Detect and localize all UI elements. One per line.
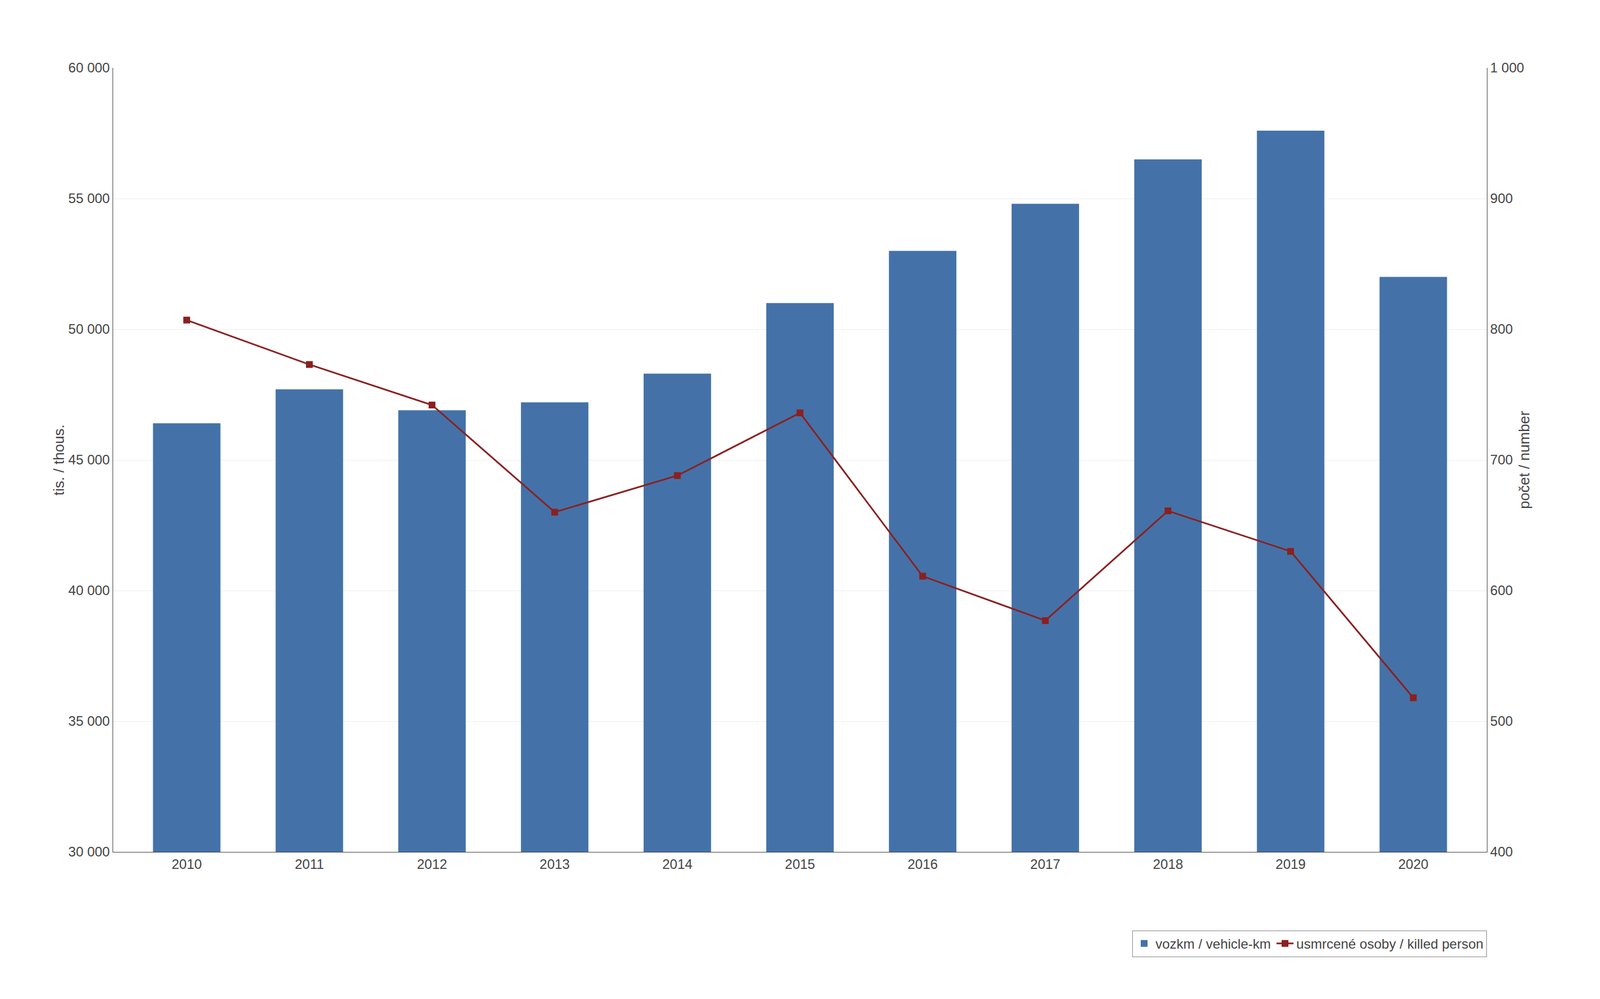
svg-text:35 000: 35 000: [68, 713, 110, 729]
svg-text:700: 700: [1490, 451, 1513, 468]
svg-text:50 000: 50 000: [68, 321, 110, 337]
svg-text:600: 600: [1490, 582, 1513, 598]
svg-text:2012: 2012: [416, 856, 447, 872]
svg-text:2014: 2014: [662, 856, 693, 872]
svg-text:55 000: 55 000: [68, 190, 110, 206]
svg-text:900: 900: [1490, 190, 1513, 206]
svg-text:800: 800: [1490, 321, 1513, 337]
svg-text:45 000: 45 000: [68, 451, 110, 468]
svg-text:40 000: 40 000: [68, 582, 110, 598]
svg-text:2016: 2016: [907, 856, 938, 872]
svg-text:30 000: 30 000: [68, 843, 110, 860]
svg-text:2018: 2018: [1152, 856, 1183, 872]
svg-text:2015: 2015: [785, 856, 815, 872]
svg-text:2017: 2017: [1030, 856, 1061, 872]
svg-text:400: 400: [1490, 843, 1513, 860]
svg-text:2020: 2020: [1398, 856, 1429, 872]
svg-text:2019: 2019: [1275, 856, 1306, 872]
svg-text:usmrcené osoby / killed person: usmrcené osoby / killed person: [1296, 936, 1484, 952]
svg-text:vozkm / vehicle-km: vozkm / vehicle-km: [1155, 936, 1271, 952]
svg-text:1 000: 1 000: [1490, 59, 1525, 76]
svg-text:500: 500: [1490, 713, 1513, 729]
svg-text:60 000: 60 000: [68, 59, 110, 76]
svg-text:2010: 2010: [171, 856, 202, 872]
svg-text:počet / number: počet / number: [1515, 410, 1533, 510]
svg-text:2013: 2013: [539, 856, 570, 872]
svg-text:tis. / thous.: tis. / thous.: [50, 424, 68, 496]
svg-text:2011: 2011: [294, 856, 325, 872]
